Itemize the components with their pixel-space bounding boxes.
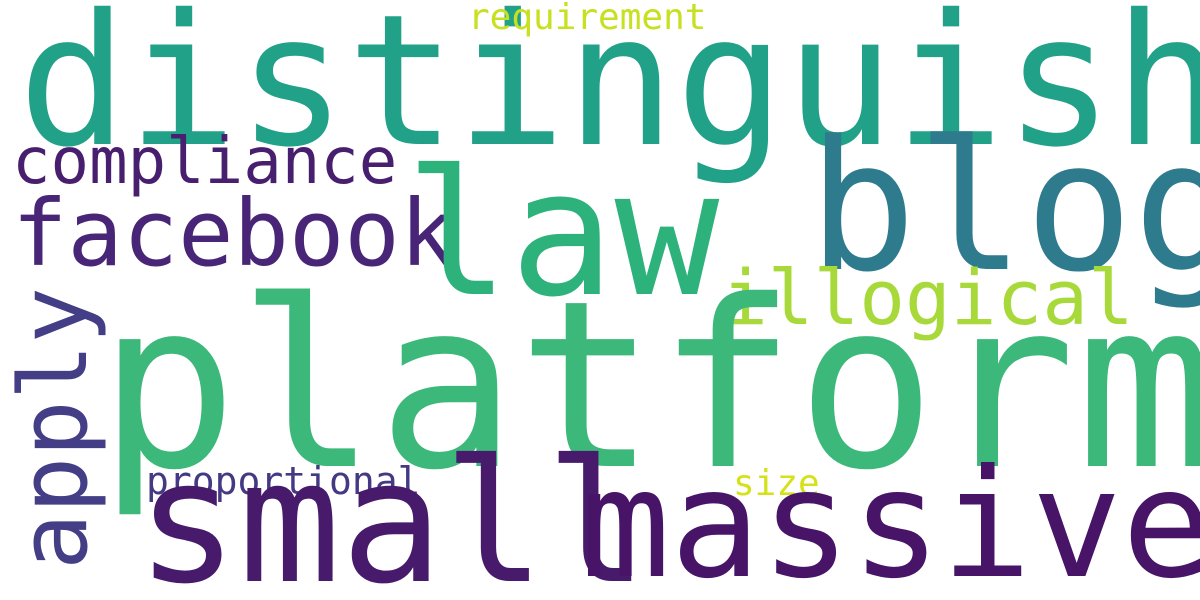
word-proportional: proportional <box>146 459 421 503</box>
word-law: law <box>405 133 720 336</box>
word-illogical: illogical <box>722 253 1134 342</box>
word-massive: massive <box>580 438 1200 600</box>
word-apply: apply <box>0 287 109 570</box>
word-compliance: compliance <box>12 125 398 199</box>
word-facebook: facebook <box>12 180 456 287</box>
word-distinguish: distinguish <box>18 0 1200 187</box>
word-size: size <box>733 463 820 504</box>
word-platform: platform <box>98 251 1200 521</box>
word-small: small <box>136 424 648 600</box>
word-blog: blog <box>808 103 1200 312</box>
word-requirement: requirement <box>468 0 707 38</box>
